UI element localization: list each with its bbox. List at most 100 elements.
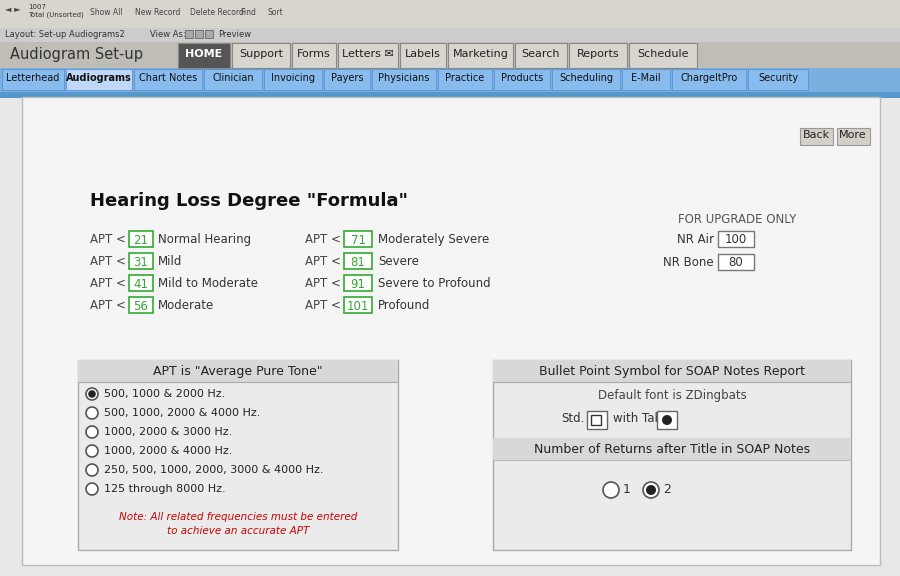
FancyBboxPatch shape [629,43,697,68]
Text: 2: 2 [663,483,670,496]
FancyBboxPatch shape [78,360,398,550]
FancyBboxPatch shape [185,30,193,38]
Text: APT <: APT < [305,299,341,312]
Text: Severe to Profound: Severe to Profound [378,277,491,290]
Text: Forms: Forms [297,49,331,59]
Text: Bullet Point Symbol for SOAP Notes Report: Bullet Point Symbol for SOAP Notes Repor… [539,365,805,378]
FancyBboxPatch shape [622,69,670,90]
FancyBboxPatch shape [494,69,550,90]
Text: Profound: Profound [378,299,430,312]
FancyBboxPatch shape [66,69,132,90]
Circle shape [86,407,98,419]
Text: Default font is ZDingbats: Default font is ZDingbats [598,389,746,402]
Circle shape [643,482,659,498]
Text: Payers: Payers [331,73,364,83]
Text: Moderately Severe: Moderately Severe [378,233,490,246]
Text: Marketing: Marketing [453,49,508,59]
FancyBboxPatch shape [129,231,153,247]
FancyBboxPatch shape [232,43,290,68]
Text: APT <: APT < [305,233,341,246]
Text: Preview: Preview [218,30,251,39]
Text: Audiogram Set-up: Audiogram Set-up [10,47,143,62]
Text: 500, 1000 & 2000 Hz.: 500, 1000 & 2000 Hz. [104,389,225,399]
Text: Clinician: Clinician [212,73,254,83]
FancyBboxPatch shape [22,97,880,565]
Text: Search: Search [522,49,560,59]
Text: Mild: Mild [158,255,183,268]
Text: with Tab: with Tab [613,412,662,425]
FancyBboxPatch shape [591,415,601,425]
Text: Mild to Moderate: Mild to Moderate [158,277,258,290]
Text: 21: 21 [133,234,148,247]
Text: Support: Support [239,49,283,59]
FancyBboxPatch shape [0,42,900,68]
Text: HOME: HOME [185,49,222,59]
Text: APT <: APT < [305,277,341,290]
Circle shape [86,426,98,438]
Circle shape [646,485,656,495]
FancyBboxPatch shape [344,275,372,291]
Text: Letterhead: Letterhead [6,73,59,83]
Text: 100: 100 [724,233,747,246]
Text: 91: 91 [350,278,365,291]
Text: Moderate: Moderate [158,299,214,312]
FancyBboxPatch shape [837,128,870,145]
Text: Chart Notes: Chart Notes [139,73,197,83]
Text: NR Bone: NR Bone [663,256,714,269]
Text: Note: All related frequencies must be entered
to achieve an accurate APT: Note: All related frequencies must be en… [119,512,357,536]
FancyBboxPatch shape [372,69,436,90]
FancyBboxPatch shape [292,43,336,68]
FancyBboxPatch shape [0,92,900,98]
FancyBboxPatch shape [552,69,620,90]
FancyBboxPatch shape [493,360,851,550]
FancyBboxPatch shape [205,30,213,38]
FancyBboxPatch shape [324,69,370,90]
Circle shape [86,483,98,495]
FancyBboxPatch shape [338,43,398,68]
FancyBboxPatch shape [587,411,607,429]
Text: Severe: Severe [378,255,419,268]
Text: Reports: Reports [577,49,619,59]
Text: Audiograms: Audiograms [66,73,132,83]
FancyBboxPatch shape [0,68,900,96]
Text: 1: 1 [623,483,631,496]
Text: Security: Security [758,73,798,83]
FancyBboxPatch shape [493,438,851,460]
FancyBboxPatch shape [129,253,153,269]
FancyBboxPatch shape [344,297,372,313]
Text: Invoicing: Invoicing [271,73,315,83]
Text: 1000, 2000 & 4000 Hz.: 1000, 2000 & 4000 Hz. [104,446,232,456]
Text: APT <: APT < [90,277,126,290]
Text: Schedule: Schedule [637,49,688,59]
Text: 81: 81 [351,256,365,269]
Text: FOR UPGRADE ONLY: FOR UPGRADE ONLY [678,213,796,226]
Circle shape [86,388,98,400]
Text: APT <: APT < [90,233,126,246]
Text: Physicians: Physicians [378,73,429,83]
Text: More: More [839,130,867,140]
FancyBboxPatch shape [718,231,754,247]
Text: Labels: Labels [405,49,441,59]
Text: NR Air: NR Air [677,233,714,246]
FancyBboxPatch shape [264,69,322,90]
Text: Sort: Sort [268,8,284,17]
Circle shape [603,482,619,498]
FancyBboxPatch shape [448,43,513,68]
Text: Number of Returns after Title in SOAP Notes: Number of Returns after Title in SOAP No… [534,443,810,456]
Text: 56: 56 [133,300,148,313]
Text: Std.: Std. [561,412,584,425]
Text: 1000, 2000 & 3000 Hz.: 1000, 2000 & 3000 Hz. [104,427,232,437]
FancyBboxPatch shape [78,360,398,382]
FancyBboxPatch shape [178,43,230,68]
Circle shape [86,445,98,457]
FancyBboxPatch shape [344,253,372,269]
Text: APT is "Average Pure Tone": APT is "Average Pure Tone" [153,365,323,378]
Text: 500, 1000, 2000 & 4000 Hz.: 500, 1000, 2000 & 4000 Hz. [104,408,260,418]
Circle shape [86,464,98,476]
FancyBboxPatch shape [748,69,808,90]
Text: 71: 71 [350,234,365,247]
FancyBboxPatch shape [672,69,746,90]
Text: Normal Hearing: Normal Hearing [158,233,251,246]
Text: 80: 80 [729,256,743,269]
Text: 31: 31 [133,256,148,269]
